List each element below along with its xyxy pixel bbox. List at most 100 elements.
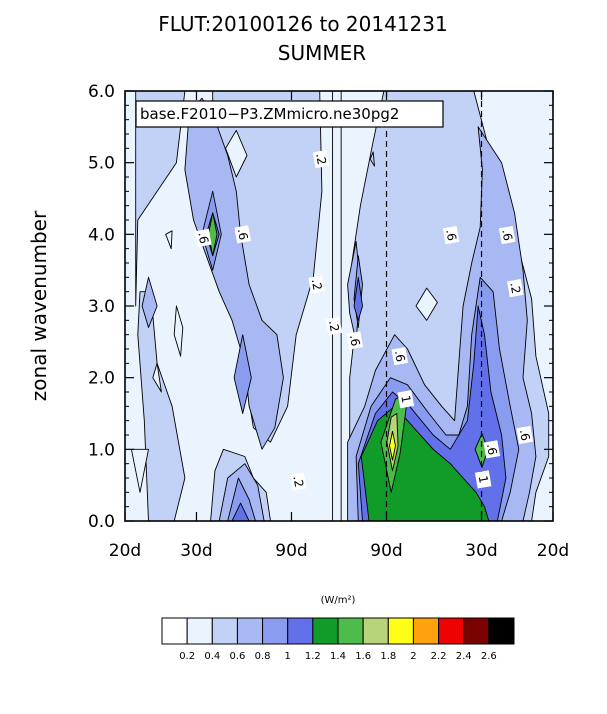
contour-label-15: 1 [474, 470, 492, 489]
contour-label-bg [397, 390, 415, 409]
contour-region-7 [141, 276, 158, 328]
contour-region-28 [165, 230, 173, 250]
colorbar-swatch-3 [211, 617, 238, 645]
x-tick-label: 30d [180, 541, 212, 561]
colorbar-tick-label: 2 [410, 651, 416, 662]
contour-label-text: .6 [235, 227, 251, 241]
colorbar-tick-label: 0.4 [204, 651, 220, 662]
contour-label-bg [442, 226, 460, 245]
colorbar-swatch-9 [362, 617, 389, 645]
colorbar-tick-label: 0.6 [229, 651, 245, 662]
colorbar-swatch-6 [287, 617, 314, 645]
y-tick-label: 2.0 [88, 369, 115, 389]
contour-label-bg [498, 226, 516, 245]
x-tick-label: 90d [275, 541, 307, 561]
colorbar-tick-label: 0.2 [179, 651, 195, 662]
contour-label-4: .2 [308, 275, 325, 294]
x-tick-label: 90d [370, 541, 402, 561]
contour-region-31 [130, 448, 149, 493]
axes: 0.0 1.0 2.0 3.0 4.0 5.0 6.0 20d 30d 90d 90d 30d 20d [88, 82, 569, 561]
contour-label-text: .6 [443, 228, 459, 242]
contour-label-2: .6 [234, 225, 251, 244]
contour-fills [124, 90, 554, 522]
colorbar: 0.2 0.4 0.6 0.8 1 1.2 1.4 1.6 1.8 2 2.2 2.4 2.6 [161, 617, 515, 662]
contour-region-30 [152, 362, 162, 393]
contour-region-13 [233, 334, 252, 414]
chart-subtitle: SUMMER [278, 41, 366, 65]
contour-label-text: .2 [290, 475, 306, 489]
contour-label-text: 1 [398, 394, 413, 404]
colorbar-units: (W/m²) [321, 595, 356, 606]
colorbar-swatch-1 [161, 617, 188, 645]
contour-label-bg [346, 331, 364, 350]
contour-region-8 [184, 97, 284, 450]
y-axis-label: zonal wavenumber [27, 210, 51, 401]
plot-area: .6 .6 .2 .2 .2 .6 .6 1 .2 .6 .6 .2 .6 .6 1 [124, 90, 554, 522]
contour-label-text: .2 [313, 152, 329, 166]
contour-label-bg [312, 150, 330, 169]
x-tick-label: 20d [109, 541, 141, 561]
colorbar-tick-label: 1.2 [305, 651, 321, 662]
colorbar-tick-label: 1 [285, 651, 291, 662]
colorbar-tick-label: 2.4 [456, 651, 472, 662]
contour-label-14: .6 [516, 425, 534, 445]
y-tick-label: 4.0 [88, 225, 115, 245]
contour-label-text: .6 [347, 334, 363, 348]
contour-label-bg [308, 275, 325, 294]
contour-label-text: 1 [476, 474, 491, 484]
contour-region-23 [208, 212, 218, 257]
contour-region-29 [173, 305, 184, 357]
contour-label-text: .6 [392, 349, 408, 363]
colorbar-tick-label: 0.8 [255, 651, 271, 662]
y-tick-label: 1.0 [88, 440, 115, 460]
colorbar-swatch-11 [412, 617, 440, 645]
colorbar-swatch-4 [236, 617, 264, 645]
colorbar-swatch-12 [438, 617, 465, 645]
contour-region-4 [137, 291, 186, 522]
colorbar-swatch-5 [262, 617, 289, 645]
colorbar-tick-label: 1.8 [380, 651, 396, 662]
colorbar-swatch-8 [337, 617, 364, 645]
contour-label-bg [474, 470, 492, 489]
colorbar-swatch-7 [312, 617, 339, 645]
colorbar-tick-label: 2.6 [481, 651, 497, 662]
contour-label-text: .6 [195, 231, 211, 245]
contour-label-text: .2 [507, 281, 523, 295]
colorbar-swatch-2 [186, 617, 213, 645]
y-tick-label: 6.0 [88, 82, 115, 102]
x-tick-label: 30d [465, 541, 497, 561]
contour-label-text: .2 [309, 278, 325, 292]
colorbar-swatch-13 [463, 617, 490, 645]
contour-label-3: .2 [312, 150, 330, 169]
contour-label-text: .2 [326, 319, 342, 333]
contour-label-1: .6 [195, 228, 212, 247]
contour-label-6: .6 [346, 331, 364, 350]
contour-lines [332, 91, 342, 521]
x-tick-label: 20d [537, 541, 569, 561]
contour-label-text: .6 [499, 228, 515, 242]
y-tick-label: 5.0 [88, 154, 115, 174]
y-tick-label: 3.0 [88, 297, 115, 317]
contour-label-bg [234, 225, 251, 244]
colorbar-swatch-10 [387, 617, 414, 645]
contour-region-34 [369, 151, 375, 167]
colorbar-tick-label: 1.6 [355, 651, 371, 662]
contour-region-32 [225, 129, 248, 178]
colorbar-swatch-14 [488, 617, 515, 645]
contour-region-27 [389, 430, 396, 461]
contour-label-5: .2 [325, 317, 343, 336]
contour-label-7: .6 [391, 347, 409, 366]
contour-label-8: 1 [397, 390, 415, 409]
contour-label-bg [290, 472, 307, 491]
legend-box: base.F2010−P3.ZMmicro.ne30pg2 [135, 100, 444, 128]
reference-lines [385, 91, 483, 521]
contour-label-13: .6 [483, 440, 501, 459]
legend-box-text: base.F2010−P3.ZMmicro.ne30pg2 [140, 105, 399, 123]
contour-label-bg [195, 228, 212, 247]
contour-region-19 [353, 276, 363, 321]
y-tick-label: 0.0 [88, 512, 115, 532]
contour-label-10: .6 [442, 226, 460, 245]
contour-label-bg [516, 425, 534, 445]
contour-label-bg [325, 317, 343, 336]
